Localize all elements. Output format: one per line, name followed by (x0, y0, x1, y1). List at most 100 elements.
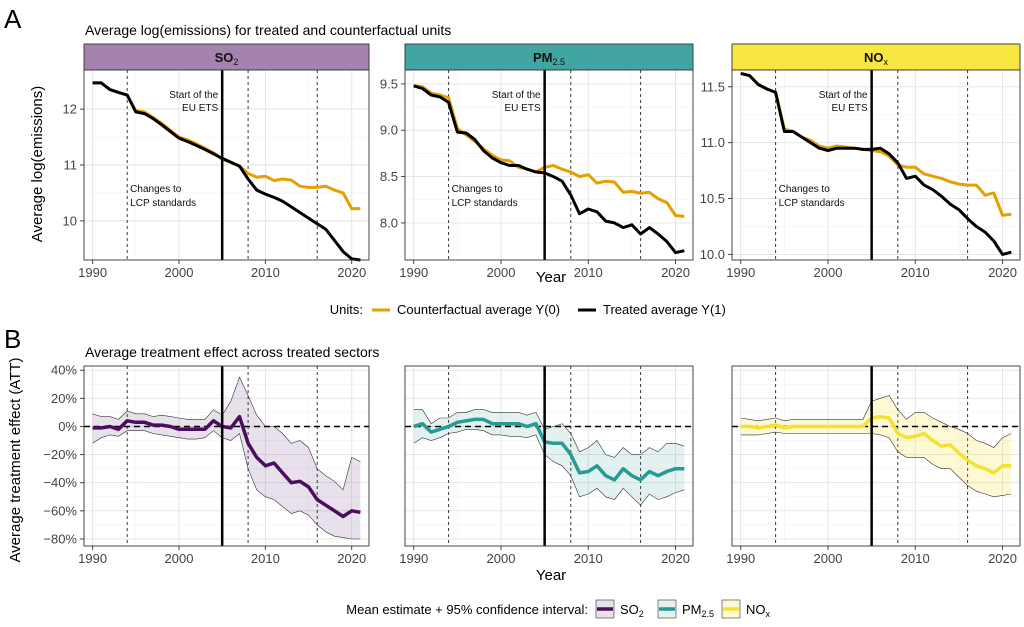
ets-annotation-line1: Start of the (819, 90, 868, 101)
panel-b-xlabel: Year (536, 567, 566, 584)
facet-strip-label: PM2.5 (533, 50, 565, 67)
panel-a-xtick-label: 2010 (574, 265, 603, 280)
att-estimate-line (413, 417, 685, 482)
panel-b-legend-keys: SO2 PM2.5 NOx (595, 599, 771, 619)
panel-b-xtick-label: 2020 (988, 551, 1017, 566)
panel-a-ytick-label: 8.0 (380, 215, 398, 230)
panel-a-xtick-label: 1990 (78, 265, 107, 280)
panel-a-ytick-label: 10.0 (700, 247, 725, 262)
panel-a-xlabel: Year (536, 269, 566, 286)
panel-a-ytick-label: 10.5 (700, 191, 725, 206)
panel-a-facet-2: PM2.5 1990 2000 2010 2020 8.0 8.5 9.0 9.5 Start o… (380, 43, 694, 280)
facet-strip (731, 43, 1021, 71)
panel-b-xtick-label: 2010 (574, 551, 603, 566)
facet-strip-label: NOx (864, 50, 889, 67)
panel-b-ytick-label: −80% (43, 531, 77, 546)
lcp-annotation-line1: Changes to (452, 184, 504, 195)
panel-b-xtick-label: 1990 (399, 551, 428, 566)
panel-b-xtick-label: 1990 (726, 551, 755, 566)
legend-series-label: PM2.5 (682, 602, 714, 619)
confidence-band (413, 409, 685, 506)
panel-a-ytick-label: 10 (63, 213, 77, 228)
lcp-annotation-line2: LCP standards (452, 198, 518, 209)
panel-b-ytick-label: 0% (58, 419, 77, 434)
plot-border (83, 365, 370, 547)
panel-a-ytick-label: 9.0 (380, 123, 398, 138)
panel-b-plot-bg (84, 366, 369, 546)
ci-upper-line (740, 395, 1012, 448)
panel-a-ytick-label: 11.0 (701, 135, 725, 150)
confidence-band (92, 377, 361, 539)
panel-b-ytick-label: −40% (43, 475, 77, 490)
panel-b-facet-1: 1990 2000 2010 2020 −80% −60% −40% −20% 0% 20% 40% (43, 363, 370, 566)
panel-a-xtick-label: 2000 (165, 265, 194, 280)
panel-a-xtick-label: 2020 (661, 265, 690, 280)
panel-b-xtick-label: 2020 (337, 551, 366, 566)
ci-upper-line (92, 376, 361, 491)
panel-a-xtick-label: 2000 (814, 265, 843, 280)
panel-a-xtick-label: 1990 (399, 265, 428, 280)
panel-a-xtick-label: 1990 (726, 265, 755, 280)
panel-b-xtick-label: 1990 (78, 551, 107, 566)
lcp-annotation-line2: LCP standards (779, 198, 845, 209)
panel-b-ytick-label: 20% (51, 391, 77, 406)
panel-b-facet-2: 1990 2000 2010 2020 (399, 365, 694, 566)
treated-line (92, 81, 361, 262)
panel-a-ytick-label: 8.5 (380, 169, 398, 184)
panel-b-legend-title: Mean estimate + 95% confidence interval: (346, 602, 588, 617)
lcp-annotation-line1: Changes to (130, 184, 182, 195)
panel-a-letter: A (4, 4, 22, 34)
lcp-annotation-line1: Changes to (779, 184, 831, 195)
ci-lower-line (413, 428, 685, 506)
panel-b-facet-3: 1990 2000 2010 2020 (726, 365, 1021, 566)
panel-b-xtick-label: 2010 (251, 551, 280, 566)
ets-annotation-line1: Start of the (492, 90, 541, 101)
panel-b-legend: Mean estimate + 95% confidence interval:… (346, 599, 771, 619)
panel-b-xtick-label: 2000 (487, 551, 516, 566)
panel-a-xtick-label: 2020 (988, 265, 1017, 280)
plot-border (731, 69, 1021, 261)
treated-line (413, 84, 685, 255)
counterfactual-line (740, 71, 1012, 217)
panel-a-ytick-label: 11.5 (701, 79, 725, 94)
plot-border (731, 365, 1021, 547)
legend-series-label: NOx (746, 602, 771, 619)
ets-annotation-line2: EU ETS (505, 103, 541, 114)
facet-strip (83, 43, 370, 71)
plot-border (404, 365, 694, 547)
panel-b-plot-bg (405, 366, 693, 546)
panel-a-legend: Units: Counterfactual average Y(0) Treat… (330, 302, 726, 317)
lcp-annotation-line2: LCP standards (130, 198, 196, 209)
panel-a-facet-1: SO2 1990 2000 2010 2020 10 11 12 Start of the EU … (63, 43, 370, 280)
legend-counterfactual-label: Counterfactual average Y(0) (397, 302, 560, 317)
plot-border (404, 69, 694, 261)
panel-a-title: Average log(emissions) for treated and c… (85, 22, 451, 38)
panel-a-facet-3: NOx 1990 2000 2010 2020 10.0 10.5 11.0 11.5 Start… (700, 43, 1021, 280)
ci-lower-line (740, 431, 1012, 498)
ets-annotation-line1: Start of the (169, 90, 218, 101)
panel-b-xtick-label: 2000 (814, 551, 843, 566)
legend-series-label: SO2 (620, 602, 644, 619)
panel-a-ylabel: Average log(emissions) (29, 86, 46, 242)
panel-b-ytick-label: 40% (51, 363, 77, 378)
ci-lower-line (92, 430, 361, 540)
panel-a-xtick-label: 2010 (251, 265, 280, 280)
panel-b-ytick-label: −60% (43, 503, 77, 518)
counterfactual-line (413, 84, 685, 218)
panel-b-title: Average treatment effect across treated … (85, 344, 379, 360)
panel-a-ytick-label: 11 (64, 158, 78, 173)
plot-border (83, 69, 370, 261)
legend-treated-label: Treated average Y(1) (603, 302, 726, 317)
facet-strip-label: SO2 (215, 50, 239, 67)
confidence-band (740, 395, 1012, 497)
ets-annotation-line2: EU ETS (182, 103, 218, 114)
panel-a-xtick-label: 2010 (901, 265, 930, 280)
panel-a-xtick-label: 2020 (337, 265, 366, 280)
panel-a-plot-bg (732, 70, 1020, 260)
panel-a-xtick-label: 2000 (487, 265, 516, 280)
panel-b-plot-bg (732, 366, 1020, 546)
panel-b-ytick-label: −20% (43, 447, 77, 462)
panel-b-xtick-label: 2010 (901, 551, 930, 566)
att-estimate-line (92, 414, 361, 519)
